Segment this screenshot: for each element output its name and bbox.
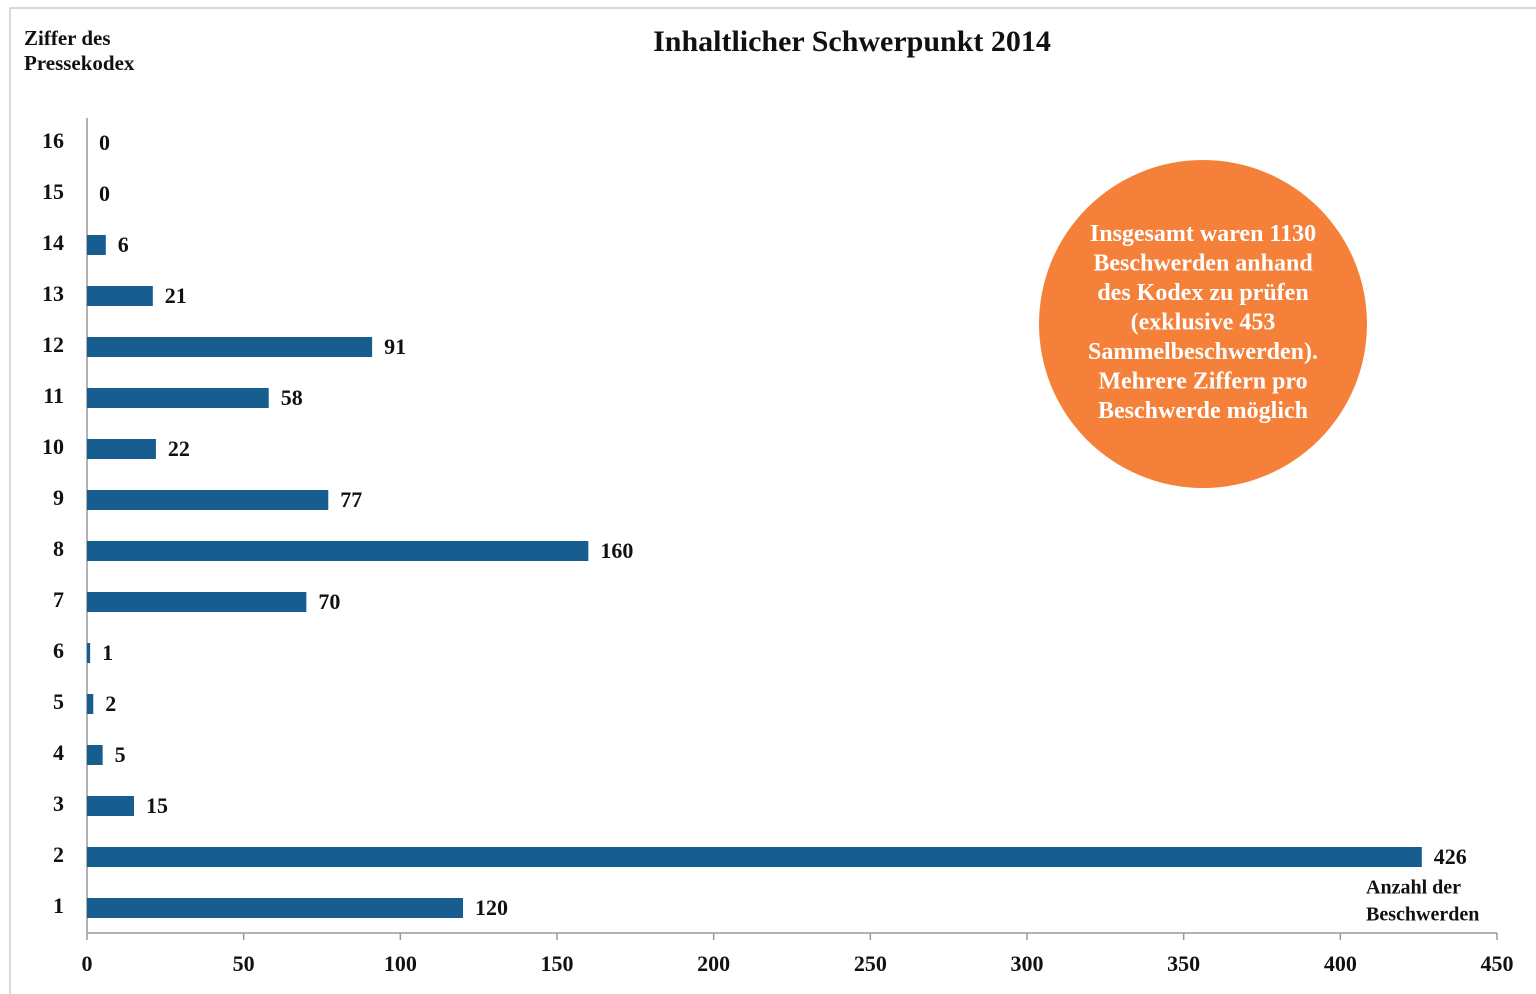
y-tick-label: 15 [42,179,64,204]
x-tick-label: 150 [541,951,574,976]
bar [87,898,463,918]
bar [87,643,91,663]
value-label: 22 [168,436,190,461]
bar [87,796,134,816]
bar [87,490,329,510]
value-label: 5 [115,742,126,767]
value-label: 426 [1434,844,1467,869]
y-tick-label: 7 [53,587,64,612]
y-tick-label: 9 [53,485,64,510]
y-tick-label: 13 [42,281,64,306]
value-label: 6 [118,232,129,257]
y-tick-label: 14 [42,230,64,255]
annotation-text: (exklusive 453 [1131,310,1276,336]
annotation-text: Mehrere Ziffern pro [1098,369,1307,395]
value-label: 1 [102,640,113,665]
x-tick-label: 0 [82,951,93,976]
x-tick-label: 200 [697,951,730,976]
annotation-bubble [1039,160,1367,488]
bar [87,694,94,714]
value-label: 15 [146,793,168,818]
value-label: 21 [165,283,187,308]
x-tick-label: 300 [1011,951,1044,976]
y-tick-label: 11 [43,383,64,408]
annotation-text: des Kodex zu prüfen [1097,280,1308,306]
y-axis-label: Ziffer des [24,26,111,50]
value-label: 120 [475,895,508,920]
y-tick-label: 10 [42,434,64,459]
x-tick-label: 400 [1324,951,1357,976]
x-tick-label: 450 [1481,951,1514,976]
x-axis-label: Anzahl der [1366,877,1461,899]
x-tick-label: 350 [1167,951,1200,976]
y-tick-label: 4 [53,740,64,765]
value-label: 0 [99,181,110,206]
y-tick-label: 16 [42,128,64,153]
value-label: 2 [105,691,116,716]
x-tick-label: 250 [854,951,887,976]
frame [9,7,1536,994]
x-axis-label: Beschwerden [1366,904,1479,926]
bar [87,592,307,612]
value-label: 91 [384,334,406,359]
annotation-text: Beschwerde möglich [1098,398,1308,424]
value-label: 160 [600,538,633,563]
bar [87,745,103,765]
bar [87,847,1422,867]
x-tick-label: 100 [384,951,417,976]
bar [87,235,106,255]
y-tick-label: 1 [53,893,64,918]
bar [87,439,156,459]
value-label: 77 [340,487,362,512]
annotation-text: Sammelbeschwerden). [1088,339,1318,365]
annotation-text: Beschwerden anhand [1093,251,1313,277]
chart-title: Inhaltlicher Schwerpunkt 2014 [653,25,1051,58]
y-tick-label: 6 [53,638,64,663]
value-label: 70 [318,589,340,614]
y-tick-label: 8 [53,536,64,561]
y-axis-label: Pressekodex [24,51,135,75]
value-label: 0 [99,130,110,155]
bar [87,388,269,408]
y-tick-label: 5 [53,689,64,714]
value-label: 58 [281,385,303,410]
bar [87,286,153,306]
y-tick-label: 2 [53,842,64,867]
bar [87,337,373,357]
y-tick-label: 3 [53,791,64,816]
x-tick-label: 50 [233,951,255,976]
annotation-text: Insgesamt waren 1130 [1090,221,1316,247]
y-tick-label: 12 [42,332,64,357]
bar [87,541,589,561]
